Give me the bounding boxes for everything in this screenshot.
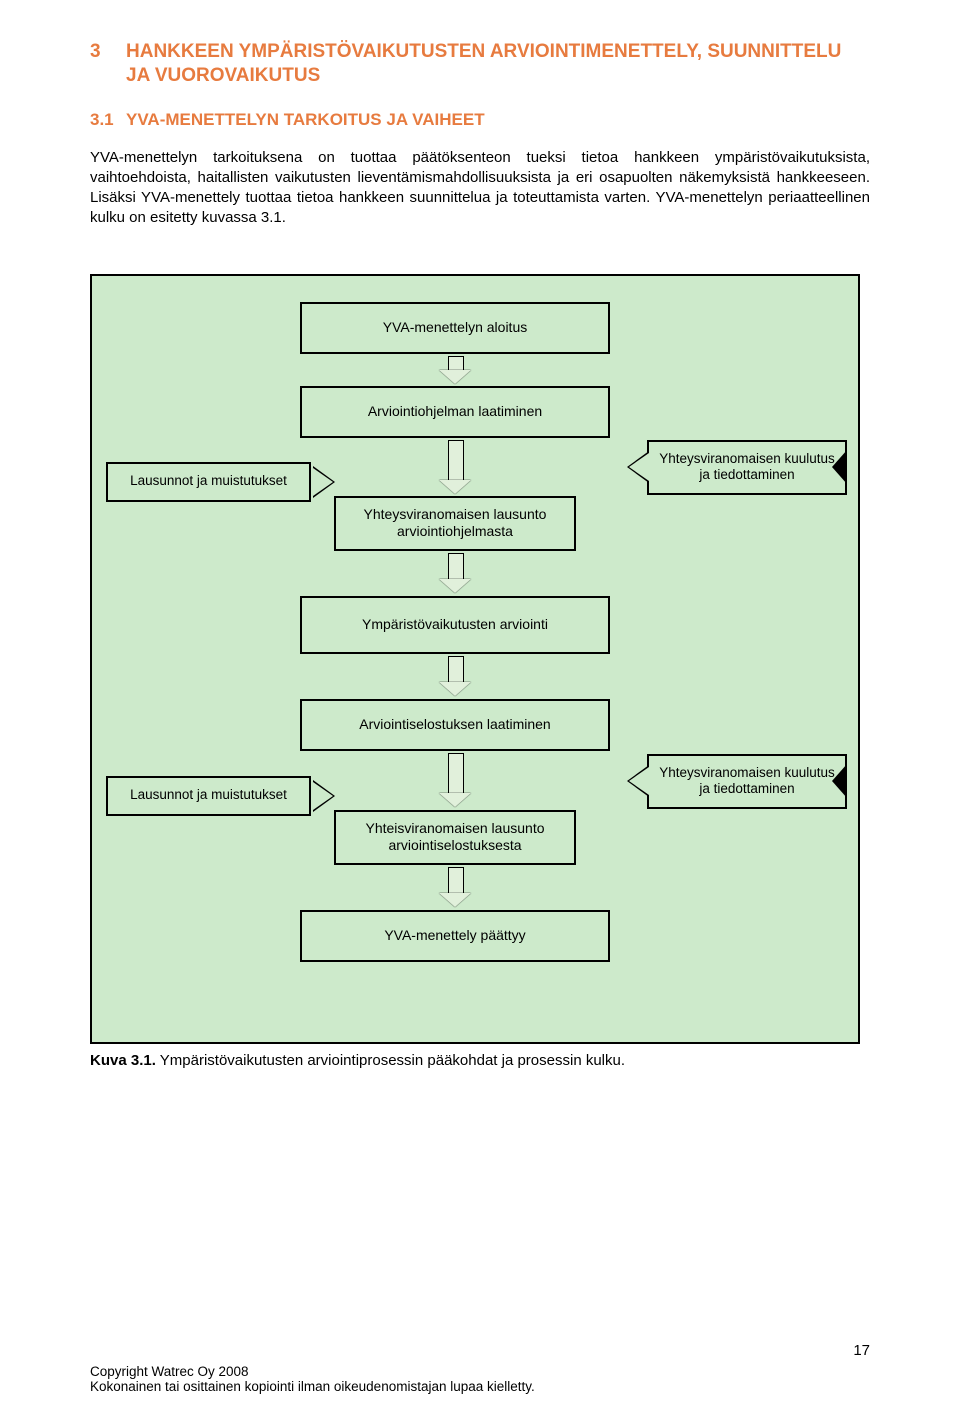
flow-side-notice-1: Yhteysviranomaisen kuulutus ja tiedottam…: [647, 440, 847, 495]
figure-caption: Kuva 3.1. Ympäristövaikutusten arviointi…: [90, 1052, 860, 1069]
subsection-title: YVA-MENETTELYN TARKOITUS JA VAIHEET: [126, 110, 485, 130]
subsection-heading: 3.1 YVA-MENETTELYN TARKOITUS JA VAIHEET: [90, 110, 870, 130]
notch-icon: [833, 765, 847, 797]
flow-step-stmt-report: Yhteisviranomaisen lausunto arviointisel…: [334, 810, 576, 865]
figure-caption-label: Kuva 3.1.: [90, 1052, 156, 1069]
flow-step-end: YVA-menettely päättyy: [300, 910, 610, 962]
page: 3 HANKKEEN YMPÄRISTÖVAIKUTUSTEN ARVIOINT…: [0, 0, 960, 1424]
subsection-number: 3.1: [90, 110, 126, 130]
page-number: 17: [853, 1342, 870, 1359]
notch-icon: [833, 451, 847, 483]
flowchart-wrapper: YVA-menettelyn aloitus Arviointiohjelman…: [90, 274, 860, 1069]
figure-caption-text: Ympäristövaikutusten arviointiprosessin …: [156, 1052, 625, 1069]
flow-step-report: Arviointiselostuksen laatiminen: [300, 699, 610, 751]
flow-side-comments-1: Lausunnot ja muistutukset: [106, 462, 311, 502]
flow-step-plan: Arviointiohjelman laatiminen: [300, 386, 610, 438]
section-heading: 3 HANKKEEN YMPÄRISTÖVAIKUTUSTEN ARVIOINT…: [90, 40, 870, 88]
flow-side-comments-2-label: Lausunnot ja muistutukset: [130, 787, 287, 803]
page-footer: 17 Copyright Watrec Oy 2008 Kokonainen t…: [90, 1364, 870, 1394]
footer-line-2: Kokonainen tai osittainen kopiointi ilma…: [90, 1379, 870, 1394]
flow-side-notice-2-label: Yhteysviranomaisen kuulutus ja tiedottam…: [655, 765, 839, 797]
flow-side-comments-2: Lausunnot ja muistutukset: [106, 776, 311, 816]
section-number: 3: [90, 40, 126, 88]
flow-step-assess: Ympäristövaikutusten arviointi: [300, 596, 610, 654]
flow-side-comments-1-label: Lausunnot ja muistutukset: [130, 473, 287, 489]
flow-step-start: YVA-menettelyn aloitus: [300, 302, 610, 354]
section-title: HANKKEEN YMPÄRISTÖVAIKUTUSTEN ARVIOINTIM…: [126, 40, 870, 88]
footer-line-1: Copyright Watrec Oy 2008: [90, 1364, 870, 1379]
flow-side-notice-1-label: Yhteysviranomaisen kuulutus ja tiedottam…: [655, 451, 839, 483]
body-paragraph: YVA-menettelyn tarkoituksena on tuottaa …: [90, 148, 870, 229]
flow-step-stmt-plan: Yhteysviranomaisen lausunto arviointiohj…: [334, 496, 576, 551]
flowchart: YVA-menettelyn aloitus Arviointiohjelman…: [90, 274, 860, 1044]
flow-side-notice-2: Yhteysviranomaisen kuulutus ja tiedottam…: [647, 754, 847, 809]
